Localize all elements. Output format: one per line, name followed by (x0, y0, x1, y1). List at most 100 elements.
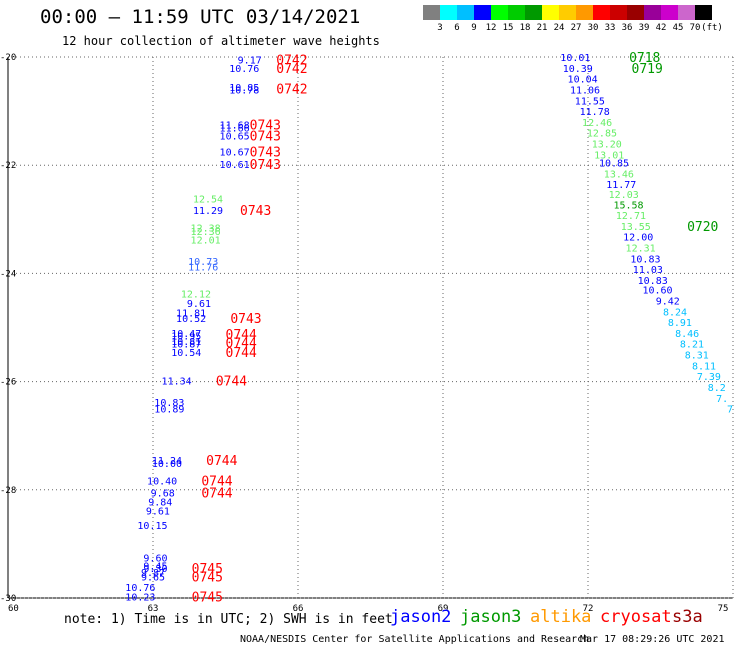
legend-swatch (491, 5, 508, 20)
swh-value: 10.39 (563, 64, 593, 75)
legend-label: 6 (454, 23, 460, 33)
lon-label: 72 (583, 604, 594, 614)
pass-time-label: 0742 (276, 62, 307, 77)
swh-value: 9.30 (143, 564, 167, 575)
legend-label: 39 (638, 23, 650, 33)
lon-label: 66 (293, 604, 304, 614)
swh-value: 10.83 (630, 254, 660, 265)
lon-label: 60 (8, 604, 19, 614)
swh-value: 8.21 (680, 340, 704, 351)
pass-time-label: 0744 (226, 337, 257, 352)
legend-label: 33 (604, 23, 616, 33)
legend-label: (ft) (701, 23, 723, 33)
swh-value: 11.24 (152, 456, 182, 467)
lat-label: -24 (0, 269, 16, 279)
legend-label: 24 (553, 23, 565, 33)
pass-time-label: 0745 (192, 562, 223, 577)
swh-value: 10.83 (638, 276, 668, 287)
pass-time-label: 0743 (250, 158, 281, 173)
swh-value: 12.46 (582, 118, 612, 129)
legend-swatch (508, 5, 525, 20)
swh-value: 10.76 (125, 583, 155, 594)
swh-value: 11.29 (193, 206, 223, 217)
pass-time-label: 0720 (687, 220, 718, 235)
pass-time-label: 0744 (206, 454, 237, 469)
swh-value: 9.17 (238, 56, 262, 67)
swh-value: 9.65 (141, 572, 165, 583)
swh-value: 10.83 (154, 398, 184, 409)
swh-value: 10.23 (125, 592, 155, 603)
pass-time-label: 0743 (230, 312, 261, 327)
lat-label: -30 (0, 594, 16, 604)
swh-value: 11.55 (575, 96, 605, 107)
satellite-altika: altika (530, 607, 592, 627)
swh-value: 10.85 (599, 158, 629, 169)
swh-value: 7 (727, 405, 733, 416)
swh-value: 11.06 (570, 85, 600, 96)
legend-swatch (661, 5, 678, 20)
swh-value: 12.00 (623, 233, 653, 244)
lon-label: 69 (438, 604, 449, 614)
swh-value: 11.68 (220, 121, 250, 132)
lat-label: -26 (0, 378, 16, 388)
legend-swatch (678, 5, 695, 20)
color-legend (423, 5, 712, 20)
swh-value: 10.47 (171, 329, 201, 340)
swh-value: 10.78 (229, 85, 259, 96)
legend-label: 27 (570, 23, 582, 33)
legend-swatch (559, 5, 576, 20)
swh-value: 11.81 (176, 308, 206, 319)
swh-value: 12.38 (191, 223, 221, 234)
pass-time-label: 0743 (240, 204, 271, 219)
legend-label: 18 (519, 23, 531, 33)
legend-swatch (423, 5, 440, 20)
lat-label: -22 (0, 161, 16, 171)
swh-value: 12.85 (587, 129, 617, 140)
swh-value: 11.76 (188, 262, 218, 273)
swh-value: 10.40 (147, 477, 177, 488)
swh-value: 13.20 (592, 140, 622, 151)
legend-swatch (593, 5, 610, 20)
pass-time-label: 0742 (276, 54, 307, 69)
pass-time-label: 0743 (250, 146, 281, 161)
legend-swatch (542, 5, 559, 20)
pass-time-label: 0745 (192, 570, 223, 585)
swh-value: 11.77 (606, 180, 636, 191)
swh-value: 9.61 (146, 506, 170, 517)
swh-value: 12.03 (609, 190, 639, 201)
satellite-s3a: s3a (672, 607, 703, 627)
legend-swatch (525, 5, 542, 20)
generation-timestamp: Mar 17 08:29:26 UTC 2021 (580, 634, 725, 645)
map-subtitle: 12 hour collection of altimeter wave hei… (62, 34, 380, 48)
swh-value: 10.52 (176, 314, 206, 325)
pass-time-label: 0719 (632, 62, 663, 77)
legend-swatch (440, 5, 457, 20)
legend-label: 12 (485, 23, 497, 33)
pass-time-label: 0718 (629, 51, 660, 66)
pass-time-label: 0743 (250, 119, 281, 134)
swh-value: 9.84 (148, 498, 172, 509)
swh-value: 10.81 (171, 337, 201, 348)
swh-value: 10.73 (188, 257, 218, 268)
swh-value: 10.95 (171, 332, 201, 343)
legend-label: 30 (587, 23, 599, 33)
swh-value: 13.01 (594, 150, 624, 161)
swh-value: 10.54 (171, 348, 201, 359)
swh-value: 7. (716, 394, 728, 405)
swh-value: 8.91 (668, 318, 692, 329)
swh-value: 7.39 (697, 372, 721, 383)
swh-value: 9.42 (656, 296, 680, 307)
swh-value: 10.65 (220, 131, 250, 142)
swh-value: 9.60 (143, 553, 167, 564)
swh-value: 12.54 (193, 195, 223, 206)
swh-value: 13.55 (621, 222, 651, 233)
legend-swatch (627, 5, 644, 20)
legend-label: 21 (536, 23, 548, 33)
lat-label: -28 (0, 486, 16, 496)
pass-time-label: 0744 (201, 487, 232, 502)
legend-label: 70 (689, 23, 701, 33)
legend-swatch (695, 5, 712, 20)
swh-value: 8.11 (692, 361, 716, 372)
legend-label: 42 (655, 23, 667, 33)
lat-label: -20 (0, 53, 16, 63)
